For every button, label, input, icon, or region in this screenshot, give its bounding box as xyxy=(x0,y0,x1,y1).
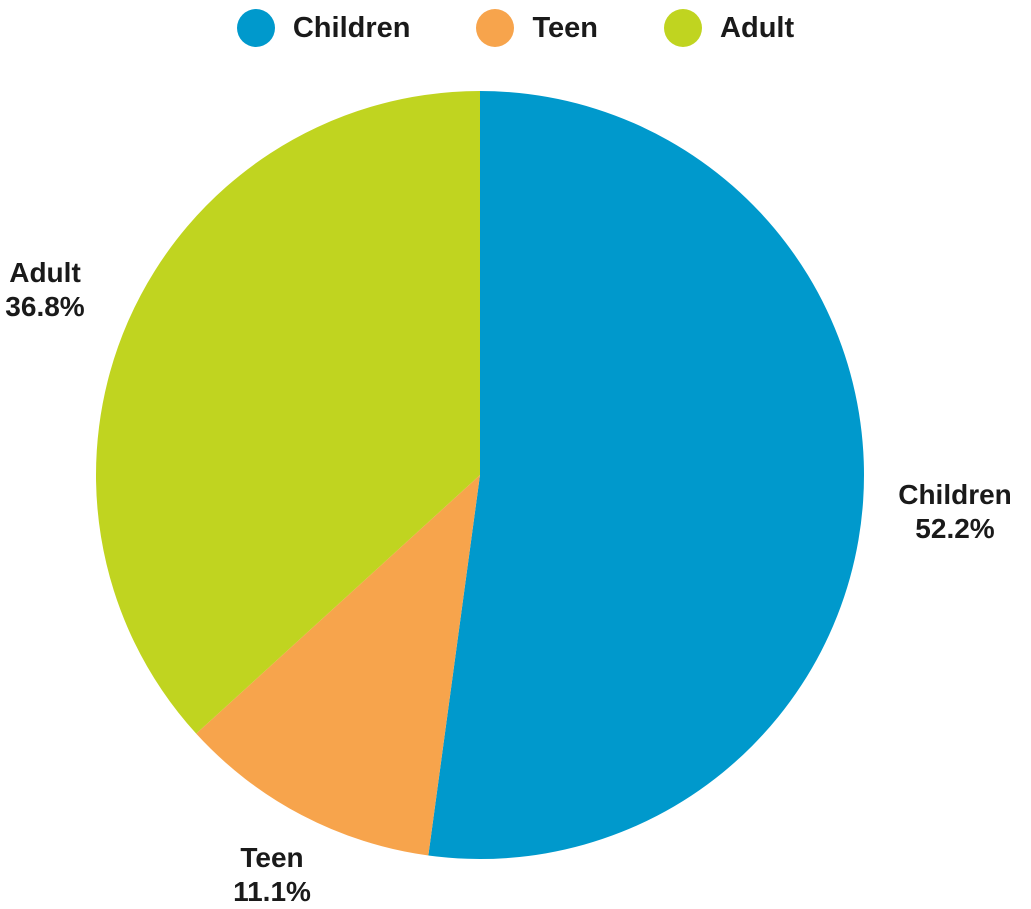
slice-label-children-name: Children xyxy=(898,479,1012,510)
slice-label-adult-value: 36.8% xyxy=(5,291,85,322)
legend-label-adult: Adult xyxy=(720,11,795,44)
legend-item-teen: Teen xyxy=(476,9,598,47)
slice-label-teen-name: Teen xyxy=(240,842,304,873)
legend-label-teen: Teen xyxy=(532,11,599,44)
slice-label-teen-value: 11.1% xyxy=(233,876,311,907)
chart-legend: Children Teen Adult xyxy=(0,8,1031,48)
pie-slice-children xyxy=(428,91,865,859)
legend-swatch-children xyxy=(236,9,275,47)
slice-label-adult-name: Adult xyxy=(9,257,81,288)
legend-swatch-teen xyxy=(476,9,515,47)
legend-item-children: Children xyxy=(236,9,411,47)
slice-label-adult: Adult 36.8% xyxy=(5,256,84,324)
slice-label-children: Children 52.2% xyxy=(898,478,1012,546)
slice-label-teen: Teen 11.1% xyxy=(233,841,311,909)
legend-item-adult: Adult xyxy=(664,9,794,47)
legend-label-children: Children xyxy=(292,11,411,44)
pie-slice-adult xyxy=(95,91,480,734)
slice-label-children-value: 52.2% xyxy=(915,513,995,544)
legend-swatch-adult xyxy=(664,9,703,47)
pie-slice-teen xyxy=(196,475,480,856)
